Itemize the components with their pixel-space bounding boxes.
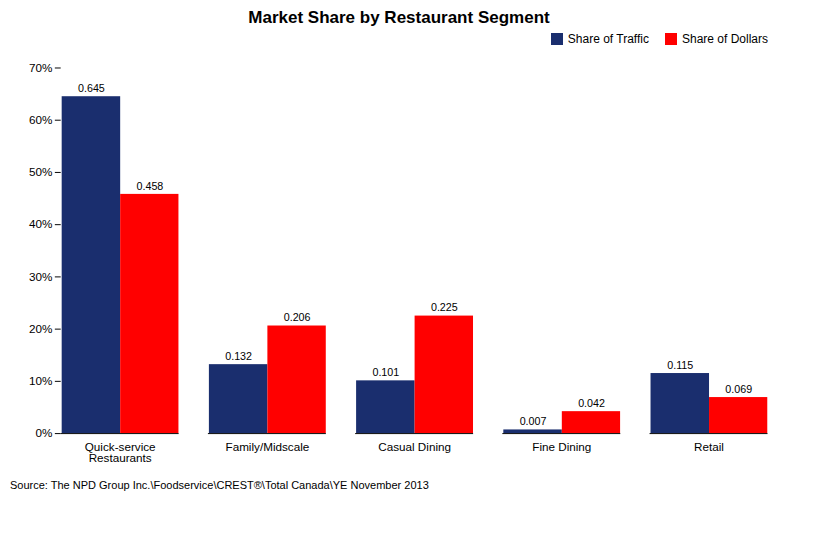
svg-text:Fine Dining: Fine Dining bbox=[532, 440, 591, 453]
html-text:Source: The NPD Group Inc.\Foo: Source: The NPD Group Inc.\Foodservice\C… bbox=[10, 479, 429, 491]
svg-text:0.069: 0.069 bbox=[725, 383, 752, 395]
svg-text:60%: 60% bbox=[29, 113, 52, 126]
svg-text:0.645: 0.645 bbox=[78, 82, 105, 94]
svg-text:20%: 20% bbox=[29, 322, 52, 335]
svg-text:0.225: 0.225 bbox=[431, 301, 458, 313]
svg-text:40%: 40% bbox=[29, 217, 52, 230]
svg-text:Family/Midscale: Family/Midscale bbox=[225, 440, 309, 453]
svg-text:Quick-serviceRestaurants: Quick-serviceRestaurants bbox=[85, 440, 156, 465]
svg-text:0%: 0% bbox=[36, 426, 53, 439]
svg-text:Retail: Retail bbox=[694, 440, 724, 453]
svg-text:Casual Dining: Casual Dining bbox=[378, 440, 451, 453]
svg-text:0.206: 0.206 bbox=[284, 311, 311, 323]
svg-text:0.458: 0.458 bbox=[136, 180, 163, 192]
svg-text:30%: 30% bbox=[29, 270, 52, 283]
svg-text:0.101: 0.101 bbox=[372, 366, 399, 378]
html-text:Share of Traffic: Share of Traffic bbox=[567, 32, 649, 46]
svg-text:0.115: 0.115 bbox=[667, 359, 693, 371]
svg-text:0.132: 0.132 bbox=[225, 350, 252, 362]
svg-text:10%: 10% bbox=[29, 374, 52, 387]
svg-text:70%: 70% bbox=[29, 61, 52, 74]
html-text:Market Share by Restaurant Seg: Market Share by Restaurant Segment bbox=[248, 8, 550, 27]
svg-text:0.007: 0.007 bbox=[520, 415, 547, 427]
svg-text:50%: 50% bbox=[29, 165, 52, 178]
html-text:Share of Dollars: Share of Dollars bbox=[682, 32, 768, 46]
svg-text:0.042: 0.042 bbox=[578, 397, 605, 409]
